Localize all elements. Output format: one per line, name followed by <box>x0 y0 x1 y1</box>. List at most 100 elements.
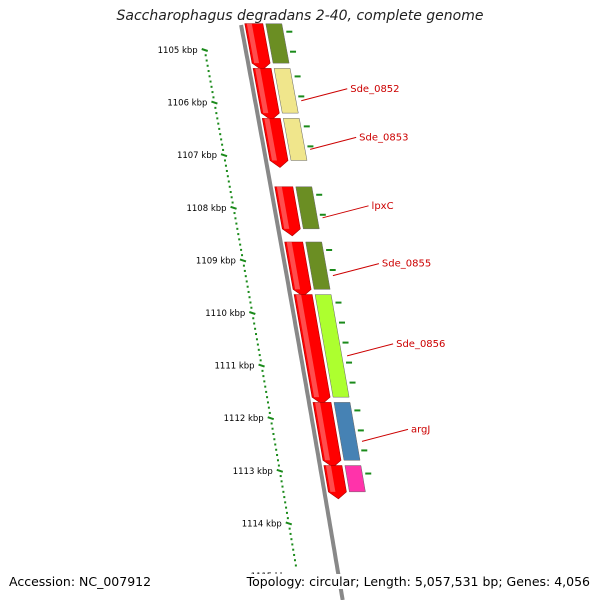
scale-minor-dot <box>249 301 252 304</box>
scale-minor-dot <box>247 290 250 293</box>
label-layer: Sde_0852 Sde_0853 lpxC Sde_0855 Sde_0856 argJ <box>301 84 445 442</box>
scale-minor-dot <box>235 222 238 225</box>
scale-minor-dot <box>206 64 209 67</box>
scale-minor-dot <box>246 285 249 288</box>
scale-minor-dot <box>217 122 220 125</box>
gene-arrow <box>323 465 347 500</box>
scale-minor-dot <box>255 338 258 341</box>
scale-minor-dot <box>227 180 230 183</box>
feature-leader-line <box>322 205 369 219</box>
scale-minor-dot <box>238 238 241 241</box>
genome-summary: Topology: circular; Length: 5,057,531 bp… <box>246 574 590 589</box>
feature-label: Sde_0855 <box>382 259 431 270</box>
scale-minor-dot <box>281 485 284 488</box>
scale-minor-dot <box>288 527 291 530</box>
scale-minor-dot <box>257 348 260 351</box>
scale-minor-dot <box>253 322 256 325</box>
scale-minor-dot <box>250 306 253 309</box>
feature-block <box>295 186 320 230</box>
scale-minor-dot <box>290 538 293 541</box>
scale-minor-dot <box>271 427 274 430</box>
scale-minor-dot <box>225 169 228 172</box>
gene-arrow-highlight <box>255 68 269 114</box>
scale-minor-dot <box>264 385 267 388</box>
scale-minor-dot <box>285 511 288 514</box>
scale-minor-dot <box>273 438 276 441</box>
gene-arrow <box>274 186 301 237</box>
scale-minor-dot <box>209 80 212 83</box>
gene-arrow-highlight <box>315 402 330 461</box>
gene-arrow <box>293 294 331 405</box>
scale-minor-dot <box>205 59 208 62</box>
scale-major-tick <box>230 205 237 210</box>
scale-tick-label: 1110 kbp <box>205 309 245 319</box>
scale-minor-dot <box>270 422 273 425</box>
scale-minor-dot <box>259 359 262 362</box>
scale-minor-dot <box>289 532 292 535</box>
scale-minor-dot <box>286 517 289 520</box>
scale-tick-label: 1109 kbp <box>196 256 236 266</box>
feature-label: argJ <box>411 424 430 435</box>
scale-major-tick <box>201 48 209 52</box>
scale-minor-dot <box>293 559 296 562</box>
gene-arrow-highlight <box>264 118 277 161</box>
scale-minor-dot <box>272 432 275 435</box>
feature-block <box>273 68 299 114</box>
gene-arrow-highlight <box>296 294 320 398</box>
scale-minor-dot <box>208 75 211 78</box>
scale-minor-dot <box>219 133 222 136</box>
feature-block <box>305 241 331 290</box>
feature-block <box>265 23 290 64</box>
scale-major-tick <box>258 363 265 368</box>
scale-minor-dot <box>291 543 294 546</box>
backbone-layer <box>239 24 345 600</box>
scale-minor-dot <box>241 254 244 257</box>
scale-minor-dot <box>275 448 278 451</box>
scale-minor-dot <box>204 54 207 57</box>
scale-minor-dot <box>239 243 242 246</box>
scale-tick-label: 1114 kbp <box>242 519 282 529</box>
scale-minor-dot <box>215 112 218 115</box>
scale-minor-dot <box>210 85 213 88</box>
scale-minor-dot <box>280 480 283 483</box>
scale-minor-dot <box>258 354 261 357</box>
gene-arrow-highlight <box>286 241 301 290</box>
scale-minor-dot <box>266 396 269 399</box>
feature-leader-line <box>361 428 409 442</box>
scale-major-tick <box>211 100 218 105</box>
scale-minor-dot <box>245 280 248 283</box>
scale-tick-label: 1107 kbp <box>177 151 217 161</box>
scale-minor-dot <box>254 327 257 330</box>
scale-minor-dot <box>256 343 259 346</box>
feature-label: Sde_0853 <box>359 132 408 143</box>
feature-block <box>314 294 350 398</box>
gene-arrow-highlight <box>246 23 260 64</box>
scale-minor-dot <box>224 164 227 167</box>
scale-minor-dot <box>216 117 219 120</box>
scale-minor-dot <box>240 248 243 251</box>
scale-minor-dot <box>230 196 233 199</box>
scale-minor-dot <box>234 217 237 220</box>
scale-minor-dot <box>242 264 245 267</box>
scale-minor-dot <box>274 443 277 446</box>
scale-minor-dot <box>207 70 210 73</box>
feature-leader-line <box>310 136 357 150</box>
scale-minor-dot <box>229 191 232 194</box>
dna-backbone <box>239 24 345 600</box>
scale-tick-label: 1113 kbp <box>233 467 273 477</box>
scale-tick-label: 1112 kbp <box>224 414 264 424</box>
feature-label: lpxC <box>372 201 394 212</box>
scale-minor-dot <box>236 227 239 230</box>
scale-minor-dot <box>244 275 247 278</box>
scale-tick-label: 1105 kbp <box>158 46 198 56</box>
scale-minor-dot <box>243 269 246 272</box>
gene-layer <box>244 23 347 500</box>
feature-leader-line <box>301 88 348 102</box>
scale-major-tick <box>276 468 284 473</box>
scale-minor-dot <box>284 501 287 504</box>
feature-leader-line <box>346 343 394 357</box>
gene-arrow-highlight <box>325 465 336 492</box>
scale-minor-dot <box>231 201 234 204</box>
scale-minor-dot <box>233 212 236 215</box>
